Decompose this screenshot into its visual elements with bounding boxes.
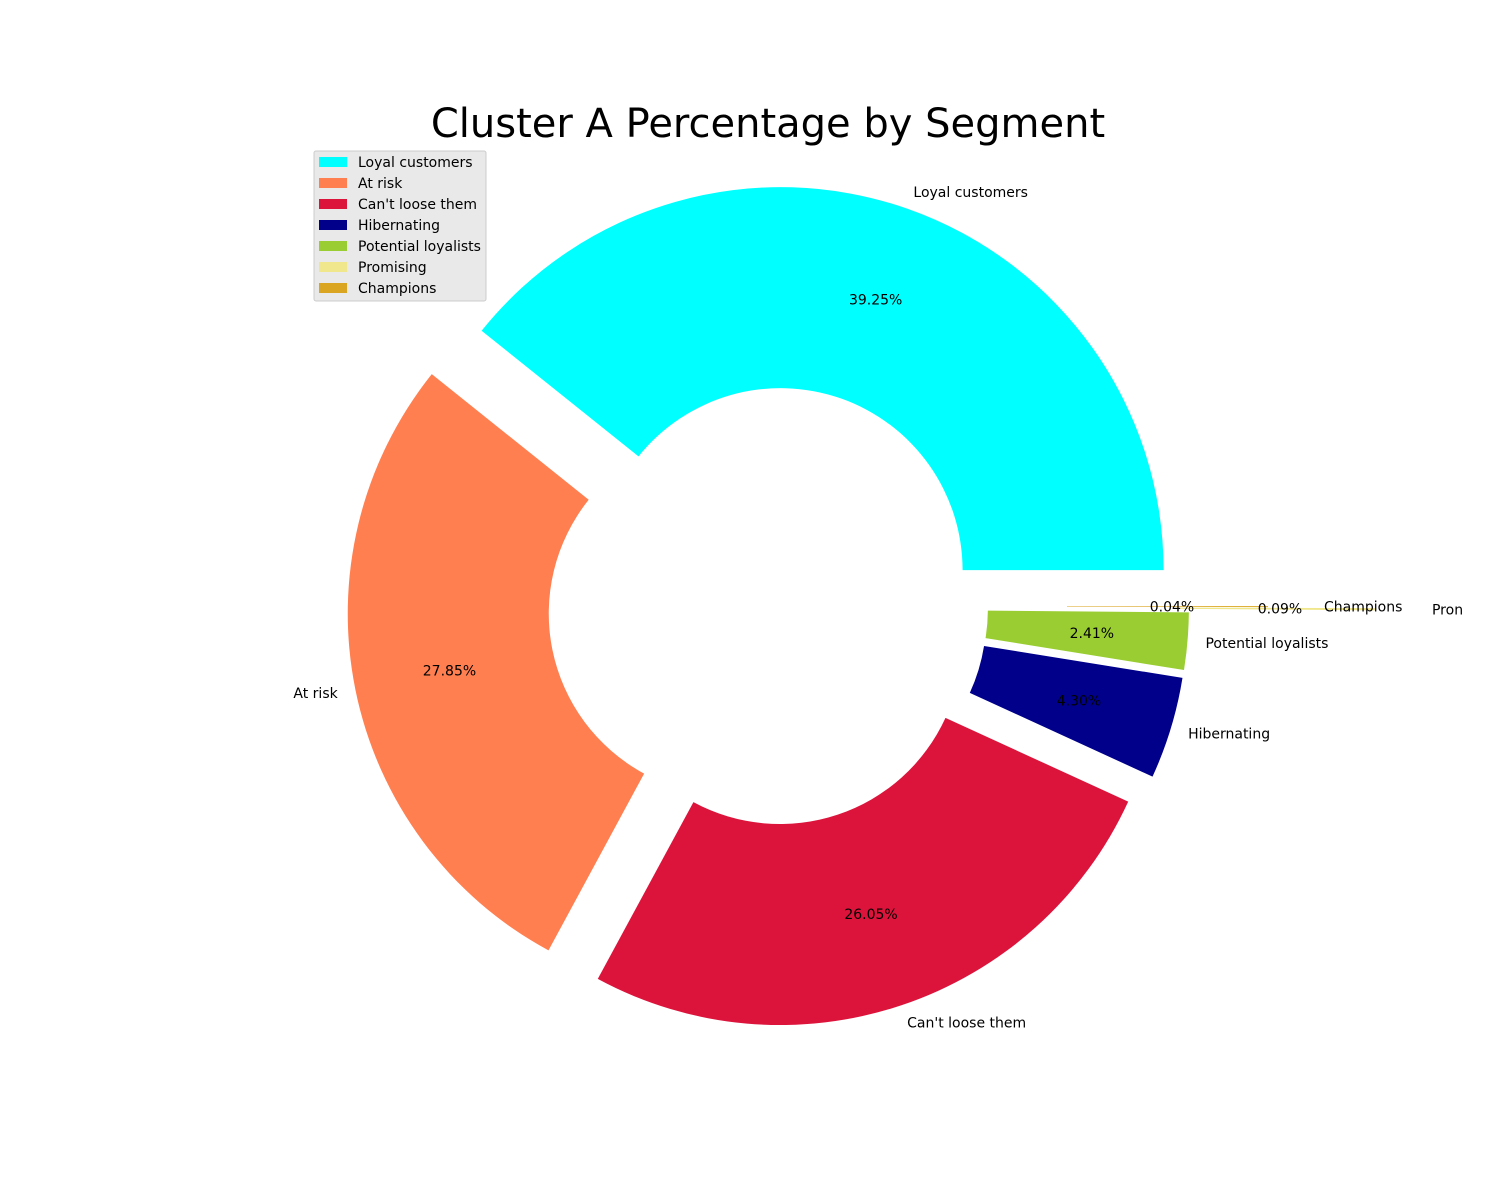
pie-slices — [347, 187, 1376, 1026]
legend-label-loyal-customers: Loyal customers — [358, 155, 473, 171]
legend-label-at-risk: At risk — [358, 176, 403, 192]
legend-swatch-hibernating — [319, 220, 347, 230]
legend-swatch-champions — [319, 283, 347, 293]
slice-can-t-loose-them — [597, 717, 1129, 1026]
pct-label-hibernating: 4.30% — [1057, 693, 1101, 709]
slice-potential-loyalists — [985, 610, 1189, 671]
legend-label-potential-loyalists: Potential loyalists — [358, 239, 481, 255]
legend-swatch-loyal-customers — [319, 157, 347, 167]
legend-swatch-at-risk — [319, 178, 347, 188]
outer-label-loyal-customers: Loyal customers — [913, 185, 1028, 201]
slice-loyal-customers — [481, 187, 1164, 571]
pct-label-can-t-loose-them: 26.05% — [844, 907, 897, 923]
slice-promising — [1174, 607, 1376, 611]
outer-label-champions: Champions — [1324, 600, 1402, 616]
pct-label-promising: 0.09% — [1258, 602, 1302, 618]
legend-label-hibernating: Hibernating — [358, 218, 440, 234]
outer-label-at-risk: At risk — [293, 686, 338, 702]
legend-swatch-potential-loyalists — [319, 241, 347, 251]
chart-title: Cluster A Percentage by Segment — [431, 101, 1105, 147]
slice-labels: 39.25% Loyal customers 27.85% At risk 26.05%… — [293, 185, 1463, 1032]
legend-swatch-can-t-loose-them — [319, 199, 347, 209]
pct-label-potential-loyalists: 2.41% — [1070, 626, 1114, 642]
legend-label-champions: Champions — [358, 281, 436, 297]
slice-champions — [1066, 606, 1268, 608]
outer-label-can-t-loose-them: Can't loose them — [907, 1015, 1026, 1031]
slice-hibernating — [969, 645, 1183, 777]
legend-box — [313, 150, 487, 302]
legend-label-can-t-loose-them: Can't loose them — [358, 197, 477, 213]
pct-label-at-risk: 27.85% — [423, 664, 476, 680]
pct-label-loyal-customers: 39.25% — [849, 292, 902, 308]
outer-label-promising: Pron — [1432, 603, 1463, 619]
slice-at-risk — [347, 374, 645, 951]
outer-label-hibernating: Hibernating — [1188, 727, 1270, 743]
pct-label-champions: 0.04% — [1150, 600, 1194, 616]
legend-swatch-promising — [319, 262, 347, 272]
legend: Loyal customers At risk Can't loose them Hi… — [313, 150, 487, 302]
legend-label-promising: Promising — [358, 260, 427, 276]
outer-label-potential-loyalists: Potential loyalists — [1205, 636, 1328, 652]
